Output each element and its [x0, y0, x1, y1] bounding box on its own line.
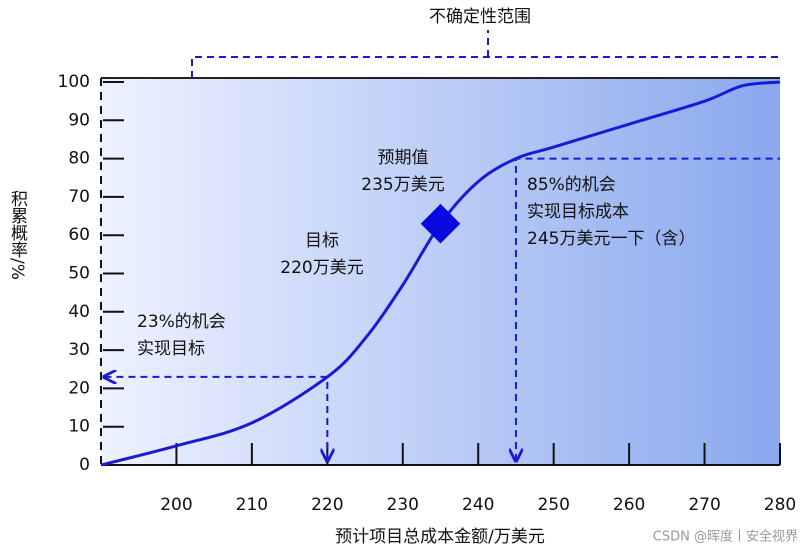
y-tick-label: 40 — [68, 302, 90, 322]
plot-area — [101, 78, 780, 465]
y-axis-label: 积累概率/% — [7, 190, 28, 280]
annotation: 目标 — [305, 231, 339, 251]
annotation: 23%的机会 — [137, 312, 226, 332]
annotation: 实现目标成本 — [527, 202, 629, 222]
y-tick-label: 10 — [68, 417, 90, 437]
x-tick-label: 280 — [764, 495, 796, 515]
x-tick-label: 260 — [613, 495, 645, 515]
range-label: 不确定性范围 — [429, 7, 531, 27]
expected-point — [420, 203, 461, 244]
annotation: 85%的机会 — [527, 175, 616, 195]
y-tick-label: 90 — [68, 110, 90, 130]
y-tick-label: 100 — [58, 72, 90, 92]
y-tick-label: 0 — [79, 455, 90, 475]
annotation: 245万美元一下（含） — [527, 229, 695, 249]
range-bracket — [191, 30, 780, 78]
cdf-line — [100, 80, 781, 467]
x-tick-label: 240 — [462, 495, 494, 515]
x-axis-label: 预计项目总成本金额/万美元 — [335, 527, 545, 547]
y-tick-label: 30 — [68, 340, 90, 360]
y-tick-label: 60 — [68, 225, 90, 245]
y-tick-label: 80 — [68, 149, 90, 169]
x-tick-label: 200 — [160, 495, 192, 515]
x-tick-label: 230 — [387, 495, 419, 515]
x-tick-label: 210 — [236, 495, 268, 515]
annotation: 实现目标 — [137, 339, 205, 359]
x-tick-label: 250 — [537, 495, 569, 515]
x-tick-label: 220 — [311, 495, 343, 515]
y-tick-label: 20 — [68, 378, 90, 398]
watermark: CSDN @晖度丨安全视界 — [653, 529, 798, 545]
annotation: 预期值 — [378, 148, 429, 168]
annotation: 220万美元 — [280, 258, 363, 278]
x-tick-label: 270 — [688, 495, 720, 515]
y-tick-label: 70 — [68, 187, 90, 207]
annotation: 235万美元 — [361, 175, 444, 195]
y-tick-label: 50 — [68, 264, 90, 284]
